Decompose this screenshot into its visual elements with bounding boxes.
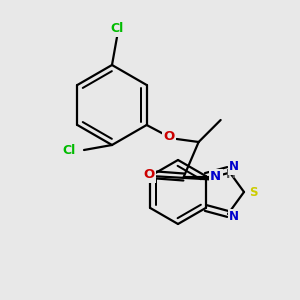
Text: H: H bbox=[226, 167, 236, 181]
Text: O: O bbox=[163, 130, 174, 143]
Text: S: S bbox=[249, 185, 257, 199]
Text: Cl: Cl bbox=[63, 143, 76, 157]
Text: N: N bbox=[229, 211, 239, 224]
Text: Cl: Cl bbox=[110, 22, 124, 35]
Text: N: N bbox=[229, 160, 239, 173]
Text: O: O bbox=[143, 169, 154, 182]
Text: N: N bbox=[210, 170, 221, 184]
